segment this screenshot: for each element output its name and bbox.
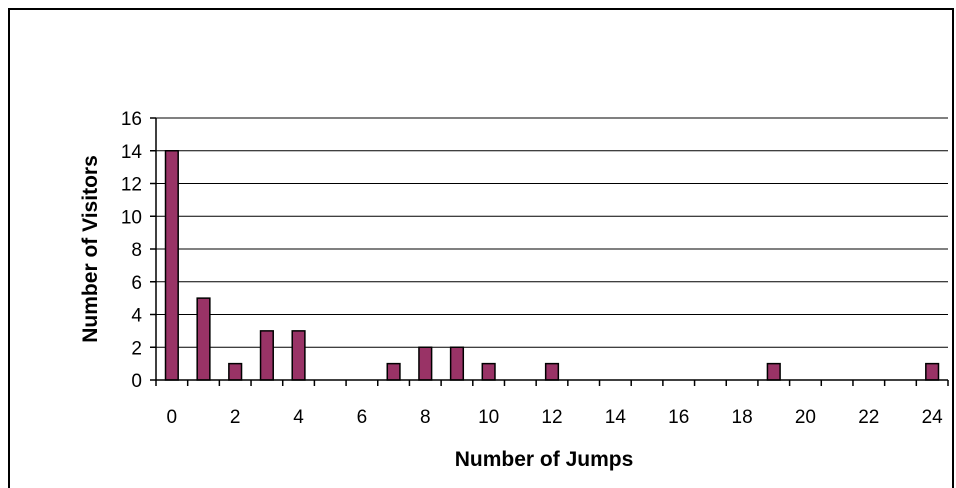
y-tick-label: 0 — [131, 371, 142, 392]
x-tick-label: 24 — [922, 407, 944, 428]
x-tick-label: 14 — [605, 407, 627, 428]
bar-8 — [418, 346, 433, 381]
y-tick-label: 16 — [121, 109, 142, 130]
y-tick-label: 14 — [121, 142, 143, 163]
x-tick-label: 20 — [795, 407, 816, 428]
x-tick-label: 16 — [668, 407, 689, 428]
y-tick-label: 12 — [121, 175, 142, 196]
gridlines — [156, 117, 948, 348]
x-tick-labels: 0 2 4 6 8 10 12 14 16 18 20 22 24 — [167, 407, 944, 428]
y-tick-label: 4 — [131, 306, 142, 327]
x-tick-label: 2 — [230, 407, 241, 428]
x-tick-label: 22 — [858, 407, 879, 428]
y-tick-label: 10 — [121, 207, 142, 228]
x-tick-label: 0 — [167, 407, 178, 428]
bar-3 — [259, 330, 274, 381]
bar-4 — [291, 330, 306, 381]
bar-24 — [925, 362, 940, 381]
bar-12 — [544, 362, 560, 381]
bar-0 — [164, 150, 179, 381]
x-tick-label: 10 — [478, 407, 499, 428]
bar-1 — [196, 297, 211, 381]
bar-2 — [228, 362, 243, 381]
bar-10 — [481, 362, 496, 381]
x-axis-title: Number of Jumps — [455, 448, 634, 471]
y-tick-labels: 0 2 4 6 8 10 12 14 16 — [121, 109, 143, 392]
y-axis-title: Number of Visitors — [79, 155, 102, 342]
bar-7 — [386, 362, 401, 381]
axes — [150, 117, 949, 386]
x-tick-label: 18 — [732, 407, 753, 428]
x-tick-label: 6 — [357, 407, 368, 428]
x-tick-label: 4 — [293, 407, 304, 428]
x-tick-label: 12 — [541, 407, 562, 428]
bars — [164, 150, 940, 381]
bar-9 — [449, 346, 465, 381]
x-tick-label: 8 — [420, 407, 431, 428]
bar-19 — [766, 362, 781, 381]
y-tick-label: 8 — [131, 240, 142, 261]
y-tick-label: 6 — [131, 273, 142, 294]
y-tick-label: 2 — [131, 338, 142, 359]
